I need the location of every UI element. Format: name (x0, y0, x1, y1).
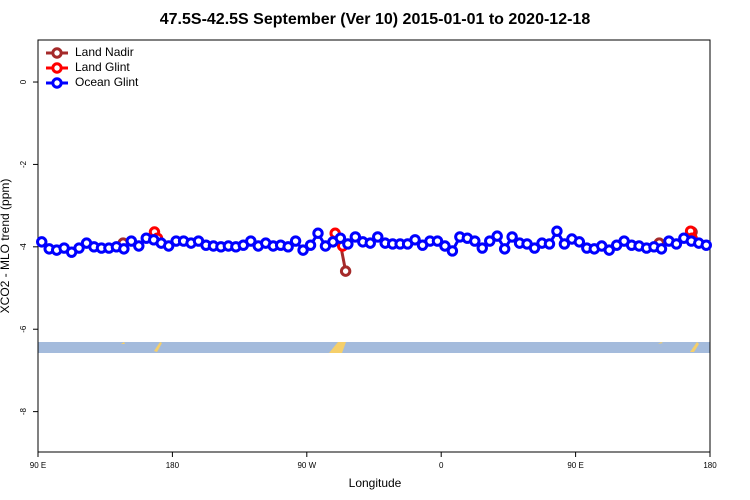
y-tick-label: 0 (19, 79, 28, 84)
data-point (543, 238, 556, 250)
data-point (409, 234, 421, 246)
data-point (551, 225, 563, 237)
data-point (528, 242, 541, 254)
x-tick-label: 180 (166, 461, 180, 470)
data-point (491, 230, 503, 242)
data-point (506, 231, 518, 243)
data-point (118, 243, 130, 255)
chart-title: 47.5S-42.5S September (Ver 10) 2015-01-0… (160, 11, 591, 28)
x-tick-label: 0 (439, 461, 444, 470)
legend-label: Ocean Glint (75, 75, 139, 89)
data-point (304, 239, 317, 251)
data-point (655, 243, 668, 255)
data-point (446, 245, 459, 257)
legend-marker (51, 77, 63, 89)
data-point (339, 265, 352, 277)
data-point (297, 244, 309, 256)
data-point (364, 237, 376, 249)
y-tick-label: -8 (19, 408, 28, 416)
data-point (603, 244, 615, 256)
y-tick-label: -2 (19, 160, 28, 168)
data-point (573, 236, 586, 248)
x-axis-label: Longitude (349, 476, 402, 490)
data-point (36, 236, 48, 248)
data-point (498, 243, 511, 255)
data-point (558, 238, 571, 250)
legend-marker (51, 47, 63, 59)
data-point (133, 240, 145, 252)
data-point (476, 242, 488, 254)
data-point (312, 227, 324, 239)
y-tick-label: -6 (19, 325, 28, 333)
legend-label: Land Glint (75, 60, 130, 74)
data-point (670, 238, 683, 250)
data-point (700, 239, 712, 251)
land-mask (38, 342, 710, 353)
legend-marker (51, 62, 63, 74)
data-point (439, 240, 451, 252)
mask-band (38, 342, 710, 353)
x-tick-label: 90 E (567, 461, 583, 470)
x-tick-label: 180 (703, 461, 717, 470)
data-point (342, 238, 354, 250)
data-point (431, 235, 444, 247)
data-point (282, 241, 294, 253)
data-point (162, 240, 175, 252)
data-point (372, 231, 384, 243)
x-tick-label: 90 E (30, 461, 46, 470)
y-tick-label: -4 (19, 243, 28, 251)
data-point (289, 235, 302, 247)
y-axis-label: XCO2 - MLO trend (ppm) (0, 179, 12, 314)
legend-label: Land Nadir (75, 45, 134, 59)
data-point (245, 235, 257, 247)
data-point (484, 235, 496, 247)
data-point (73, 242, 85, 254)
data-point (469, 235, 481, 247)
data-point (334, 232, 347, 244)
data-point (125, 235, 138, 247)
data-point (349, 231, 362, 243)
x-tick-label: 90 W (297, 461, 316, 470)
